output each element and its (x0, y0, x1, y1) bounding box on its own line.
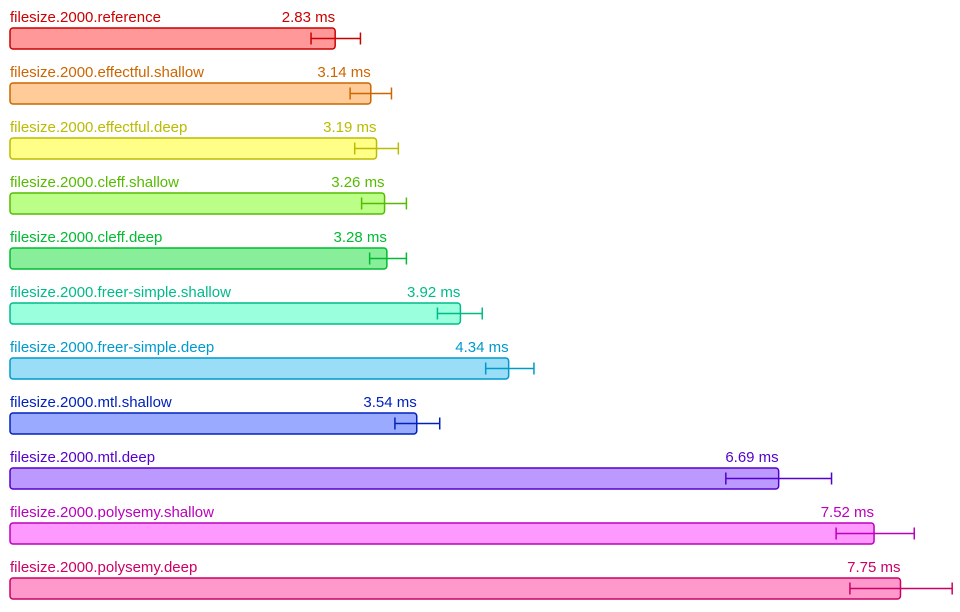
bar (9, 137, 378, 160)
bar-label: filesize.2000.polysemy.deep (10, 559, 197, 576)
bar (9, 467, 780, 490)
bar (9, 522, 875, 545)
bar-label: filesize.2000.freer-simple.deep (10, 339, 214, 356)
bar (9, 247, 388, 270)
bar-value-label: 7.52 ms (821, 504, 874, 521)
bar (9, 357, 510, 380)
bar-value-label: 3.28 ms (334, 229, 387, 246)
bar-label: filesize.2000.effectful.shallow (10, 64, 204, 81)
bar-value-label: 3.54 ms (363, 394, 416, 411)
bar (9, 82, 372, 105)
bar-label: filesize.2000.reference (10, 9, 161, 26)
bar (9, 192, 386, 215)
bar-label: filesize.2000.cleff.deep (10, 229, 162, 246)
bar-label: filesize.2000.effectful.deep (10, 119, 187, 136)
bar-value-label: 7.75 ms (847, 559, 900, 576)
bar-label: filesize.2000.polysemy.shallow (10, 504, 214, 521)
bar (9, 302, 462, 325)
bar-value-label: 3.92 ms (407, 284, 460, 301)
bar-value-label: 6.69 ms (725, 449, 778, 466)
bar-value-label: 3.19 ms (323, 119, 376, 136)
bar (9, 412, 418, 435)
bar-value-label: 3.26 ms (331, 174, 384, 191)
bar-value-label: 4.34 ms (455, 339, 508, 356)
bar-value-label: 3.14 ms (317, 64, 370, 81)
bar (9, 27, 336, 50)
bar-label: filesize.2000.freer-simple.shallow (10, 284, 231, 301)
bar-label: filesize.2000.cleff.shallow (10, 174, 179, 191)
bar-label: filesize.2000.mtl.shallow (10, 394, 172, 411)
bar-value-label: 2.83 ms (282, 9, 335, 26)
bar-label: filesize.2000.mtl.deep (10, 449, 155, 466)
bar (9, 577, 902, 600)
